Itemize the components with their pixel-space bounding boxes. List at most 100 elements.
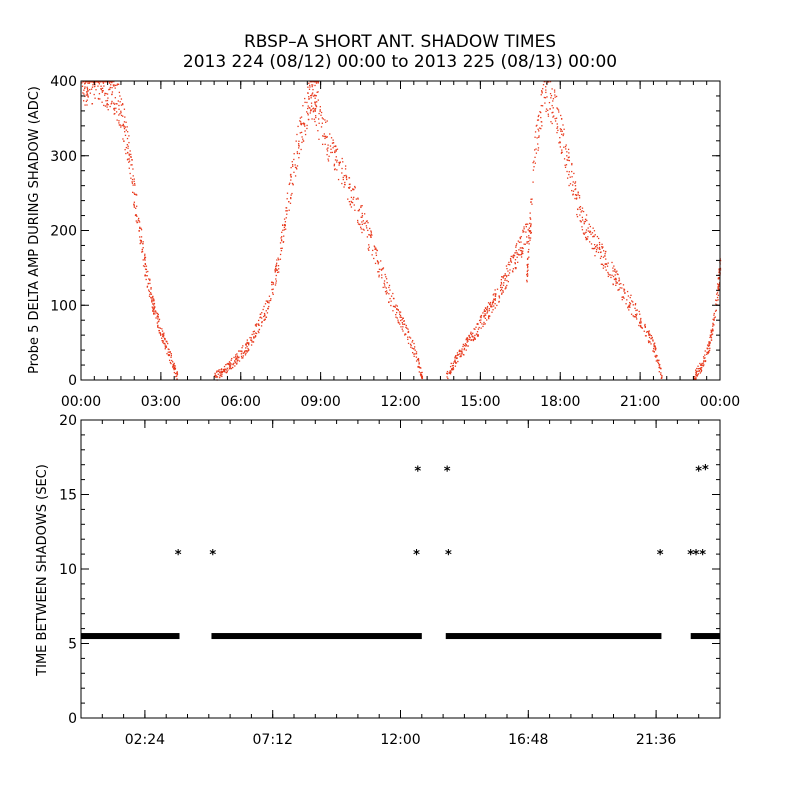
data-point <box>614 278 616 281</box>
data-point <box>407 336 409 338</box>
data-point <box>602 256 605 258</box>
data-point <box>375 247 377 249</box>
data-point <box>141 249 144 251</box>
data-point <box>125 146 128 149</box>
data-point <box>324 137 326 140</box>
data-point <box>304 97 306 100</box>
data-point <box>559 146 561 148</box>
data-point <box>156 312 158 314</box>
data-point <box>381 277 383 279</box>
data-point <box>552 111 554 114</box>
data-point <box>223 370 226 372</box>
data-point <box>134 184 136 186</box>
data-point <box>648 340 650 343</box>
data-point <box>241 357 243 359</box>
data-point <box>547 113 549 115</box>
data-point <box>260 325 263 327</box>
data-point <box>491 303 494 305</box>
data-point <box>595 250 597 253</box>
data-point <box>541 121 543 123</box>
data-point <box>523 231 525 233</box>
data-point <box>585 231 587 233</box>
data-point <box>274 269 276 271</box>
data-point <box>483 316 485 318</box>
data-point <box>695 373 697 376</box>
data-point <box>318 138 320 140</box>
data-point <box>90 88 93 90</box>
data-point <box>554 117 556 120</box>
data-point <box>460 350 462 352</box>
data-point <box>486 312 488 314</box>
data-point <box>547 109 549 112</box>
data-point <box>399 311 402 313</box>
data-point <box>716 292 719 294</box>
data-point <box>120 114 123 117</box>
data-point <box>661 375 663 377</box>
data-point <box>111 100 113 103</box>
data-point <box>248 343 250 345</box>
data-point <box>84 86 86 88</box>
data-point <box>259 316 262 318</box>
data-point <box>139 236 141 238</box>
data-point <box>565 164 568 166</box>
data-point <box>382 267 385 269</box>
data-point <box>545 110 547 113</box>
data-point <box>383 282 385 284</box>
data-point <box>515 244 517 247</box>
data-point <box>357 219 359 222</box>
data-point <box>410 344 412 347</box>
data-point <box>695 374 697 377</box>
data-point <box>268 295 271 297</box>
data-point <box>512 268 515 270</box>
data-point <box>128 158 130 160</box>
data-point <box>233 362 235 364</box>
data-point <box>712 325 714 327</box>
data-point <box>556 127 558 129</box>
data-point <box>528 243 530 245</box>
data-point <box>133 182 136 185</box>
data-point <box>455 362 457 364</box>
data-point <box>401 321 403 324</box>
data-point <box>133 206 136 208</box>
data-point <box>450 371 452 373</box>
data-point <box>111 91 114 93</box>
data-point <box>87 90 89 92</box>
data-point <box>451 365 454 367</box>
data-point <box>596 244 598 246</box>
data-point <box>132 184 134 186</box>
bottom-y-tick-label: 20 <box>59 413 77 429</box>
data-point <box>135 214 137 216</box>
data-point <box>166 353 168 355</box>
data-point <box>407 328 409 330</box>
data-point <box>382 268 384 270</box>
data-point <box>145 268 148 271</box>
data-point <box>321 117 324 119</box>
data-point <box>474 328 476 330</box>
data-point <box>83 93 85 95</box>
data-point <box>234 365 236 367</box>
data-point <box>157 313 159 316</box>
data-point <box>508 274 510 276</box>
data-point <box>710 334 713 336</box>
data-point <box>332 142 335 144</box>
data-point <box>312 107 315 109</box>
data-point <box>400 316 402 319</box>
data-point <box>515 267 517 269</box>
data-point <box>124 126 127 128</box>
data-point <box>607 275 609 278</box>
data-point <box>383 280 386 282</box>
data-point <box>452 362 454 365</box>
data-point <box>138 221 141 223</box>
data-point <box>385 293 388 295</box>
data-point <box>378 276 380 278</box>
top-y-tick-label: 300 <box>50 149 77 165</box>
data-point <box>556 126 559 128</box>
data-point <box>225 364 227 366</box>
data-point <box>618 289 620 291</box>
data-point <box>130 156 132 158</box>
data-point <box>654 342 656 344</box>
data-point <box>566 170 568 173</box>
data-point <box>560 118 563 120</box>
data-point <box>162 334 165 336</box>
data-point <box>135 193 137 196</box>
